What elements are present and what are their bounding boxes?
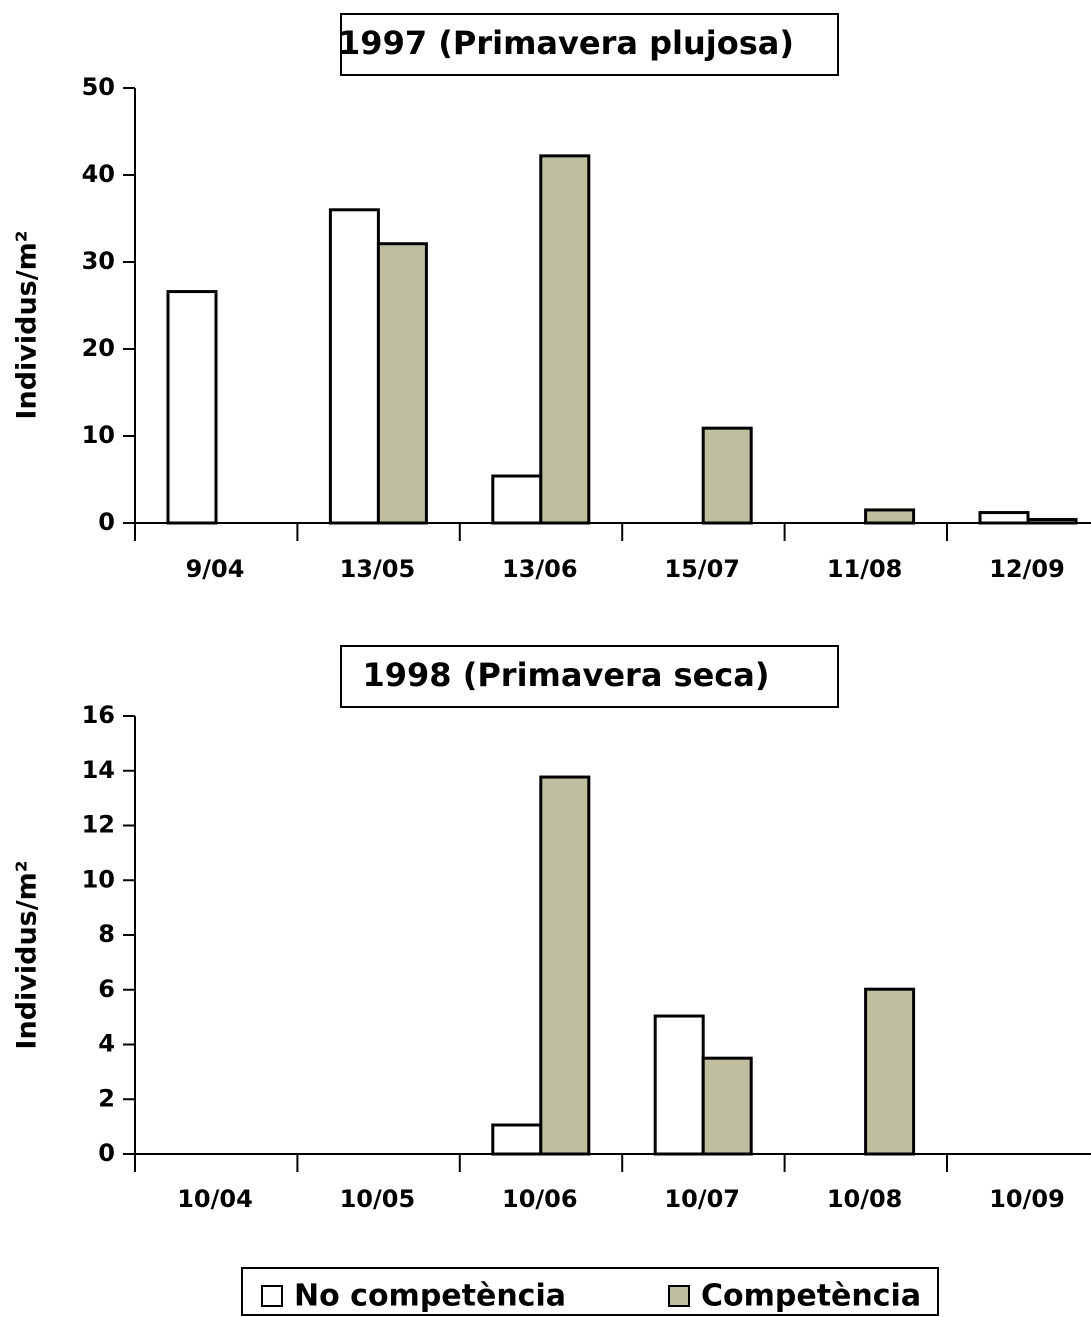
x-tick-label: 12/09 — [989, 555, 1065, 583]
y-tick-label: 12 — [82, 811, 115, 839]
y-axis-label: Individus/m² — [12, 860, 43, 1049]
legend-box — [241, 1267, 939, 1316]
x-tick-label: 13/05 — [340, 555, 416, 583]
legend-label: Competència — [701, 1279, 921, 1314]
x-tick-label: 11/08 — [827, 555, 903, 583]
bar — [166, 290, 218, 525]
y-axis-label: Individus/m² — [12, 230, 43, 419]
x-tick-label: 9/04 — [186, 555, 245, 583]
y-tick-label: 40 — [82, 160, 115, 188]
legend-swatch — [261, 1285, 283, 1307]
bar — [864, 987, 916, 1156]
title-box — [340, 645, 839, 708]
y-tick-label: 30 — [82, 247, 115, 275]
bar — [491, 474, 543, 525]
x-tick-label: 15/07 — [664, 555, 740, 583]
y-tick-label: 0 — [98, 1139, 115, 1167]
bar — [376, 242, 428, 525]
title-box — [340, 13, 839, 76]
x-tick-label: 10/06 — [502, 1185, 578, 1213]
x-tick-label: 13/06 — [502, 555, 578, 583]
y-tick-label: 2 — [98, 1084, 115, 1112]
bar — [701, 426, 753, 525]
chart-title: 1998 (Primavera seca) — [363, 656, 770, 694]
y-tick-label: 50 — [82, 73, 115, 101]
bar — [701, 1056, 753, 1156]
y-tick-label: 8 — [98, 920, 115, 948]
y-tick-label: 16 — [82, 701, 115, 729]
y-tick-label: 20 — [82, 334, 115, 362]
x-tick-label: 10/04 — [177, 1185, 253, 1213]
bar — [328, 208, 380, 525]
x-tick-label: 10/08 — [827, 1185, 903, 1213]
bar — [539, 775, 591, 1156]
y-tick-label: 6 — [98, 975, 115, 1003]
y-tick-label: 10 — [82, 421, 115, 449]
bar — [653, 1014, 705, 1156]
bar — [864, 508, 916, 525]
legend-swatch — [668, 1285, 690, 1307]
y-tick-label: 10 — [82, 865, 115, 893]
chart-title: 1997 (Primavera plujosa) — [338, 24, 794, 62]
x-tick-label: 10/09 — [989, 1185, 1065, 1213]
bar — [539, 154, 591, 525]
y-tick-label: 14 — [82, 756, 115, 784]
y-tick-label: 0 — [98, 508, 115, 536]
x-tick-label: 10/05 — [340, 1185, 416, 1213]
legend-label: No competència — [294, 1279, 566, 1314]
bar — [491, 1123, 543, 1156]
bar — [978, 511, 1030, 525]
y-tick-label: 4 — [98, 1030, 115, 1058]
x-tick-label: 10/07 — [664, 1185, 740, 1213]
